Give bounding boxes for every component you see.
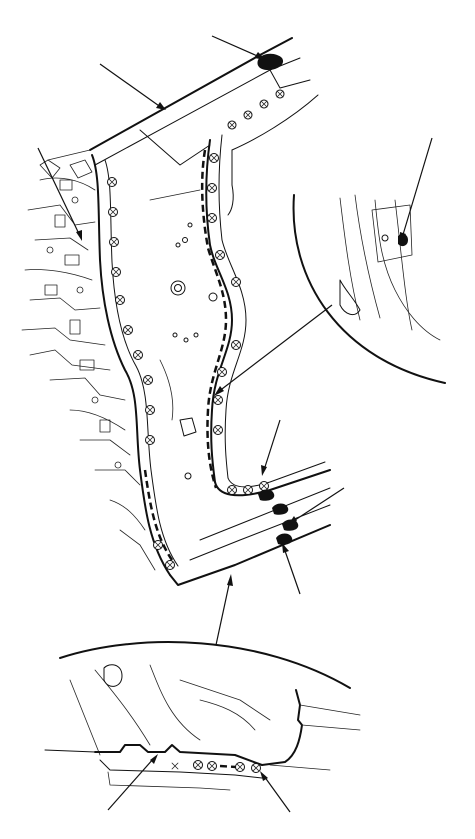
leader-sill-3 — [283, 547, 301, 595]
pillar-hole-1 — [208, 292, 218, 302]
arrowhead-sill-2 — [288, 516, 297, 525]
leader-roof-rail — [99, 63, 163, 109]
pillar-hole-2 — [182, 237, 188, 243]
leader-lower-left — [107, 757, 155, 811]
sealer-blob-sill-3 — [282, 519, 299, 531]
pillar-hole-6 — [183, 337, 189, 343]
leader-top-sealer — [211, 35, 263, 59]
arrowhead-top-sealer — [254, 52, 266, 60]
leader-sill-2 — [291, 487, 345, 523]
lower-detail-boundary — [59, 641, 351, 689]
rear-panel-top — [231, 94, 319, 151]
sealer-blob-rail-top — [257, 53, 284, 70]
sill-bottom-edge — [169, 524, 331, 586]
lower-spot-welds — [193, 760, 261, 773]
arrowhead-lower-link — [227, 574, 233, 586]
arrowhead-lower-right — [260, 771, 268, 781]
lower-panel-bottom — [94, 744, 263, 766]
pillar-front-flange — [104, 159, 179, 567]
sill-inner-line — [199, 487, 331, 541]
leader-sill-1 — [263, 419, 281, 471]
leader-detail-sealer — [401, 137, 433, 239]
detail-view-circle — [292, 194, 446, 384]
rail-end-cap — [269, 69, 311, 89]
leader-lower-right — [263, 775, 291, 813]
leader-lines — [37, 35, 433, 813]
pillar-slot — [179, 417, 197, 437]
pillar-assembly — [89, 37, 331, 586]
leader-lower-link — [215, 579, 231, 646]
roof-rail-inner-edge — [94, 57, 301, 166]
pillar-hole-7 — [193, 332, 199, 338]
leader-detail-link — [217, 304, 333, 393]
pillar-hole-5 — [172, 332, 178, 338]
sill-mid-line — [189, 504, 331, 561]
sealer-blob-sill-2 — [272, 503, 289, 515]
arrowhead-roof-rail — [156, 102, 166, 110]
pillar-hole-large-inner — [174, 284, 182, 292]
sealer-blob-sill-4 — [276, 533, 293, 545]
pillar-hole-8 — [184, 472, 192, 480]
arrowhead-detail-link — [214, 386, 224, 396]
pillar-hole-3 — [175, 242, 181, 248]
pillar-hole-4 — [187, 222, 193, 228]
spot-welds-front — [107, 177, 175, 570]
spot-welds-rear — [207, 153, 269, 495]
adjacent-body-structure — [21, 149, 156, 571]
detail-circle-boundary — [292, 194, 446, 384]
spot-welds-rail — [227, 89, 285, 130]
arrowhead-front-pillar — [76, 230, 82, 241]
arrowhead-sill-3 — [282, 543, 289, 553]
arrowhead-sill-1 — [261, 465, 267, 476]
seam-sealer-front — [143, 469, 174, 561]
pillar-crease-2 — [159, 359, 174, 421]
arrowhead-lower-left — [150, 754, 158, 764]
arrowhead-detail-sealer — [400, 232, 406, 243]
lower-panel-flange — [261, 689, 303, 766]
pillar-rear-flange — [218, 134, 247, 479]
lower-detail-view — [44, 641, 361, 791]
roof-rail-edge — [89, 37, 293, 151]
roof-rail-fold — [139, 129, 211, 166]
sill-flange — [227, 461, 326, 488]
pillar-rear-edge — [205, 139, 233, 483]
sealer-blob-sill-1 — [258, 489, 275, 501]
seam-sealer-rear — [200, 149, 228, 489]
pillar-crease-1 — [149, 189, 201, 201]
leader-front-pillar — [37, 147, 81, 237]
rear-panel-notch — [227, 149, 234, 216]
pillar-front-edge — [91, 154, 171, 576]
